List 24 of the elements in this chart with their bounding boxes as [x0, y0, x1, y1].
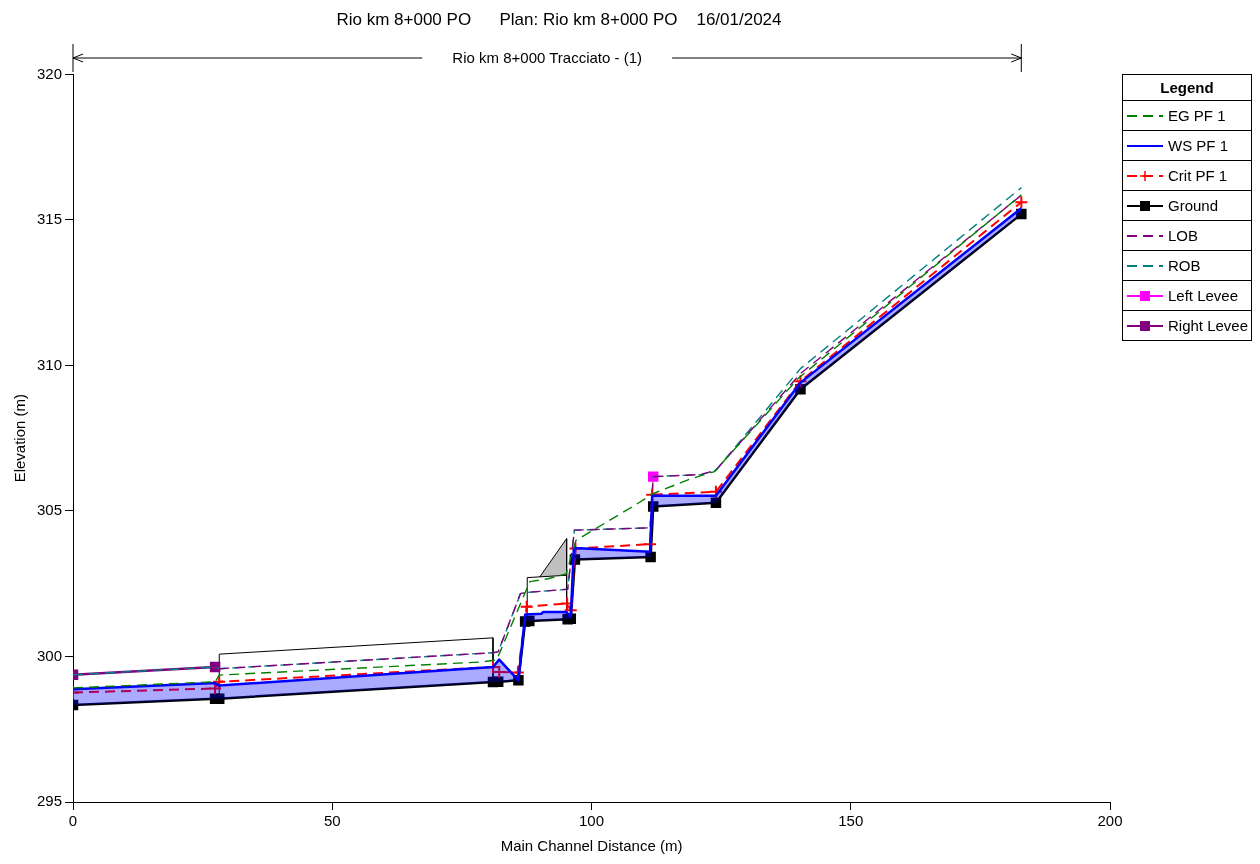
- y-tick-label: 310: [37, 355, 63, 373]
- x-axis-title: Main Channel Distance (m): [500, 837, 683, 855]
- chart-title: Rio km 8+000 PO Plan: Rio km 8+000 PO 16/01/2024: [336, 9, 782, 29]
- legend-label: EG PF 1: [1168, 107, 1226, 125]
- y-axis-title: Elevation (m): [11, 394, 29, 483]
- legend-title: Legend: [1123, 75, 1251, 102]
- legend-label: ROB: [1168, 257, 1201, 275]
- legend-label: LOB: [1168, 227, 1199, 245]
- x-tick-label: 100: [579, 812, 605, 830]
- x-tick-label: 0: [68, 812, 78, 830]
- text: Rio km 8+000 Tracciato - (1): [452, 48, 643, 66]
- legend-label: Left Levee: [1168, 287, 1239, 305]
- legend-label: Ground: [1168, 197, 1219, 215]
- legend-label: WS PF 1: [1168, 137, 1229, 155]
- y-tick-label: 295: [37, 792, 63, 810]
- y-tick-label: 300: [37, 646, 63, 664]
- y-tick-label: 320: [37, 64, 63, 82]
- legend-label: Crit PF 1: [1168, 167, 1228, 185]
- x-tick-label: 150: [838, 812, 864, 830]
- legend-label: Right Levee: [1168, 317, 1249, 335]
- y-tick-label: 305: [37, 501, 63, 519]
- x-tick-label: 50: [323, 812, 341, 830]
- x-tick-label: 200: [1097, 812, 1123, 830]
- y-tick-label: 315: [37, 210, 63, 228]
